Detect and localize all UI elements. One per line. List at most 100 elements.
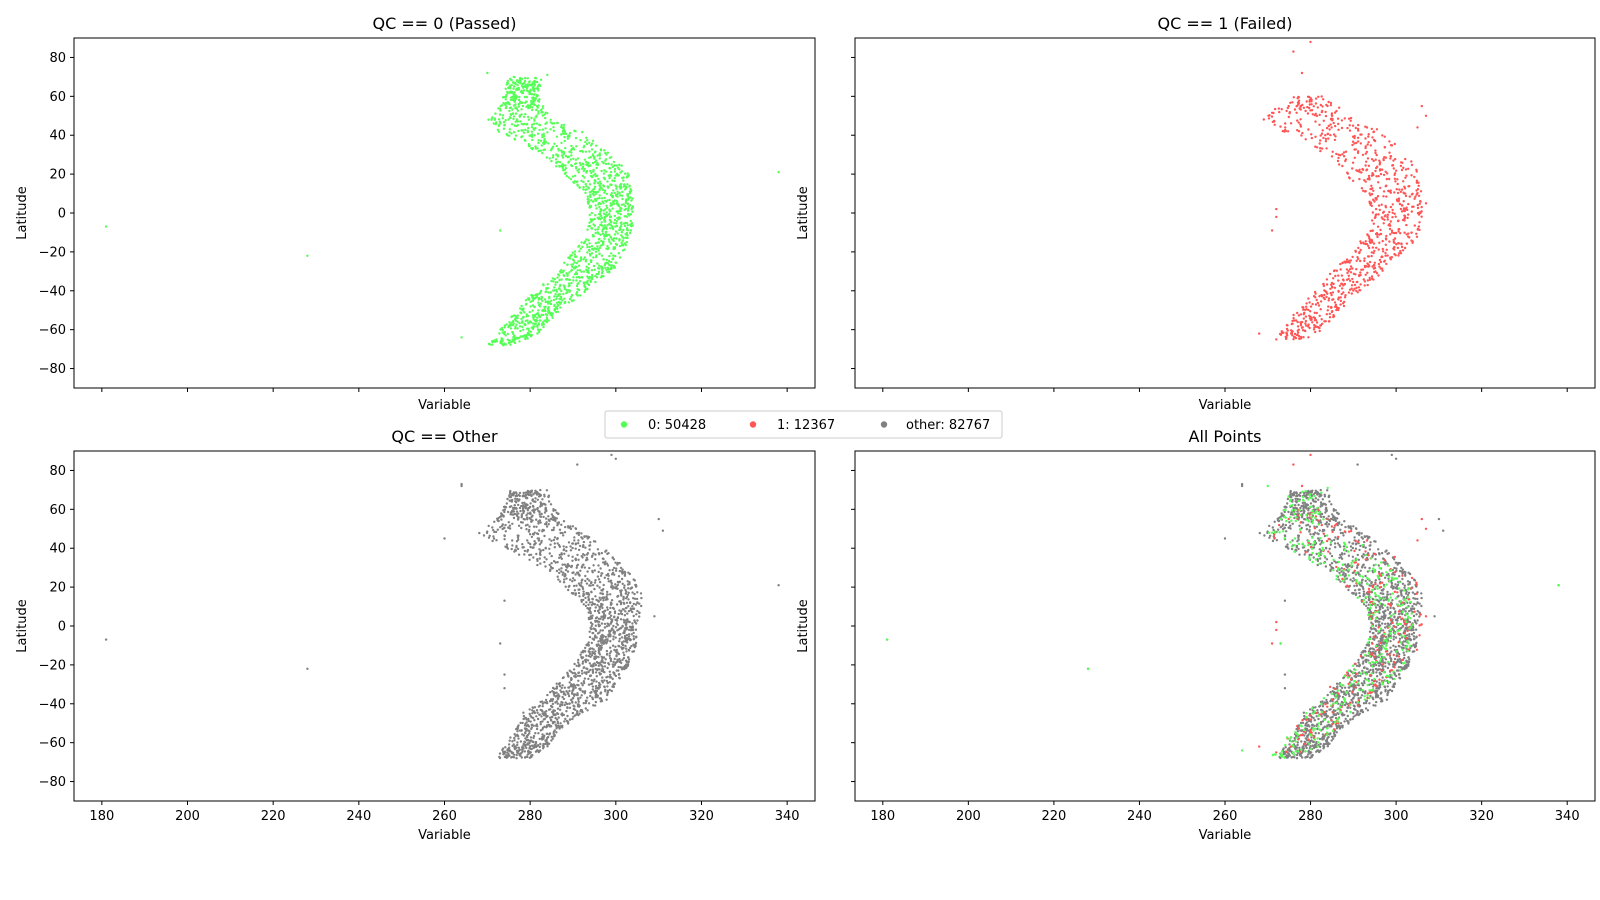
scatter-point-passed bbox=[615, 185, 618, 188]
scatter-point-passed bbox=[513, 96, 516, 100]
scatter-point-other bbox=[566, 691, 569, 694]
scatter-point-failed bbox=[1347, 277, 1350, 280]
scatter-point-passed bbox=[589, 195, 592, 198]
scatter-point-other bbox=[606, 608, 609, 611]
scatter-point-other bbox=[519, 509, 522, 513]
scatter-point-other bbox=[579, 688, 582, 692]
scatter-point-failed bbox=[1327, 305, 1330, 308]
scatter-point-other bbox=[542, 714, 546, 717]
scatter-point-passed bbox=[512, 93, 515, 96]
scatter-point-passed bbox=[542, 313, 545, 317]
scatter-point-other bbox=[558, 705, 562, 708]
scatter-point-failed bbox=[1289, 101, 1292, 105]
scatter-point-passed bbox=[585, 268, 588, 271]
scatter-point-failed bbox=[1279, 125, 1282, 128]
scatter-point-other bbox=[597, 647, 601, 650]
scatter-point-other bbox=[529, 736, 533, 739]
scatter-point-other bbox=[598, 553, 601, 556]
scatter-point-other bbox=[572, 687, 575, 691]
scatter-point-failed bbox=[1380, 216, 1384, 219]
scatter-point-failed bbox=[1375, 246, 1378, 249]
scatter-point-other bbox=[512, 516, 516, 520]
scatter-point-other bbox=[574, 686, 577, 689]
scatter-point-other bbox=[589, 694, 592, 698]
scatter-point-other bbox=[1341, 553, 1344, 556]
scatter-point-passed bbox=[542, 134, 546, 138]
scatter-point-passed bbox=[515, 107, 519, 111]
scatter-point-other bbox=[614, 626, 618, 629]
scatter-point-other bbox=[562, 548, 566, 551]
scatter-point-other bbox=[594, 553, 597, 556]
scatter-point-other bbox=[555, 724, 558, 728]
scatter-point-failed bbox=[1373, 249, 1376, 253]
scatter-point-other bbox=[1271, 526, 1275, 529]
scatter-point-passed bbox=[569, 298, 572, 301]
scatter-point-passed bbox=[532, 318, 535, 321]
scatter-point-failed bbox=[1369, 201, 1373, 205]
scatter-point-passed bbox=[606, 185, 609, 188]
scatter-point-other bbox=[587, 650, 590, 653]
scatter-point-other bbox=[582, 545, 585, 548]
scatter-point-passed bbox=[583, 176, 586, 179]
scatter-point-failed bbox=[1321, 129, 1324, 132]
scatter-point-other bbox=[586, 709, 589, 712]
scatter-point-other bbox=[549, 691, 552, 694]
scatter-point-other bbox=[589, 584, 592, 587]
scatter-point-other bbox=[532, 525, 536, 528]
scatter-point-failed bbox=[1393, 142, 1397, 146]
scatter-point-failed bbox=[1389, 258, 1393, 261]
scatter-point-failed bbox=[1402, 200, 1405, 203]
scatter-point-other bbox=[579, 653, 582, 656]
scatter-point-other bbox=[491, 539, 494, 543]
scatter-point-other bbox=[636, 609, 639, 613]
scatter-point-failed bbox=[1333, 286, 1337, 289]
scatter-point-other bbox=[620, 610, 623, 613]
scatter-point-passed bbox=[593, 185, 597, 188]
scatter-point-failed bbox=[1392, 167, 1396, 170]
scatter-point-passed bbox=[599, 265, 603, 268]
scatter-point-passed bbox=[530, 101, 533, 104]
scatter-point-other bbox=[508, 505, 512, 509]
scatter-point-passed bbox=[528, 106, 532, 109]
scatter-point-other bbox=[622, 651, 625, 654]
scatter-point-other bbox=[616, 583, 619, 587]
scatter-point-other bbox=[540, 715, 543, 718]
scatter-point-passed bbox=[630, 189, 633, 193]
scatter-point-failed bbox=[1373, 261, 1377, 264]
scatter-point-other bbox=[506, 510, 510, 514]
scatter-point-failed bbox=[1355, 286, 1358, 289]
scatter-point-other bbox=[634, 603, 638, 606]
scatter-point-other bbox=[632, 635, 635, 638]
scatter-point-passed bbox=[618, 239, 621, 242]
scatter-point-other bbox=[525, 528, 528, 531]
scatter-point-failed bbox=[1396, 246, 1400, 250]
scatter-point-passed bbox=[539, 139, 543, 142]
scatter-point-other bbox=[523, 518, 526, 521]
scatter-point-failed bbox=[1364, 240, 1368, 243]
scatter-point-failed bbox=[1371, 172, 1374, 175]
scatter-point-other bbox=[577, 558, 580, 561]
scatter-point-passed bbox=[598, 157, 601, 160]
scatter-point-other bbox=[519, 740, 523, 743]
scatter-point-passed bbox=[553, 295, 556, 298]
scatter-point-other bbox=[1322, 515, 1326, 519]
scatter-point-passed bbox=[545, 287, 548, 291]
scatter-point-passed bbox=[586, 139, 589, 142]
scatter-point-passed bbox=[512, 75, 515, 79]
scatter-point-other bbox=[632, 578, 635, 581]
scatter-points bbox=[1258, 40, 1428, 341]
scatter-point-passed bbox=[521, 320, 524, 323]
scatter-point-other bbox=[580, 709, 584, 712]
scatter-point-failed bbox=[1335, 308, 1338, 312]
scatter-point-passed bbox=[574, 162, 578, 165]
scatter-point-other bbox=[574, 592, 578, 595]
scatter-point-failed bbox=[1319, 139, 1322, 142]
scatter-point-failed bbox=[1372, 198, 1375, 201]
scatter-point-passed bbox=[505, 323, 508, 326]
scatter-point-other bbox=[550, 735, 553, 738]
scatter-point-other bbox=[600, 551, 603, 555]
scatter-point-failed bbox=[1285, 336, 1288, 339]
scatter-point-passed bbox=[627, 207, 630, 210]
scatter-point-passed bbox=[621, 239, 624, 242]
